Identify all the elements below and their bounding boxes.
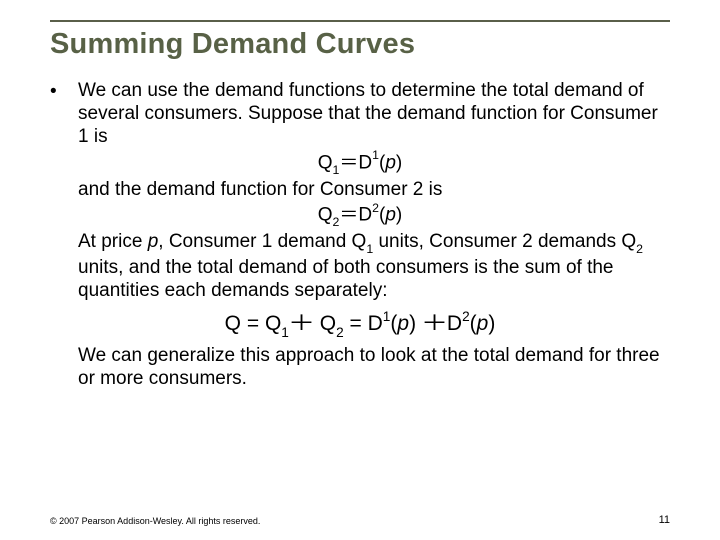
bullet-item: • We can use the demand functions to det…	[50, 79, 670, 149]
eq3-p1-close: )	[409, 312, 416, 335]
footer: © 2007 Pearson Addison-Wesley. All right…	[50, 514, 670, 526]
eq3-p1-var: p	[397, 312, 409, 335]
slide-body: • We can use the demand functions to det…	[50, 79, 670, 390]
eq2-rhs-sup: 2	[372, 201, 379, 215]
eq3-plus1: ＋	[288, 311, 315, 337]
eq3-Q: Q	[225, 312, 241, 335]
eq2-paren-close: )	[396, 204, 402, 225]
eq1-rhs-sup: 1	[372, 148, 379, 162]
equation-3: Q = Q1＋ Q2 = D1(p) ＋D2(p)	[50, 310, 670, 340]
paragraph-2: and the demand function for Consumer 2 i…	[78, 178, 670, 201]
p3-sub1: 1	[366, 242, 373, 256]
eq1-arg: p	[385, 152, 396, 173]
p3-d: units, and the total demand of both cons…	[78, 257, 613, 301]
eq1-paren-close: )	[396, 152, 402, 173]
eq3-p2-open: (	[470, 312, 477, 335]
eq2-arg: p	[385, 204, 396, 225]
eq3-p2-var: p	[477, 312, 489, 335]
bullet-mark: •	[50, 79, 78, 103]
slide-title: Summing Demand Curves	[50, 28, 670, 61]
p3-sub2: 2	[636, 242, 643, 256]
eq3-Q1-sym: Q	[265, 312, 281, 335]
eq3-D2-sup: 2	[462, 309, 470, 324]
eq3-Q2-sym: Q	[320, 312, 336, 335]
equation-2: Q2＝D2(p)	[50, 202, 670, 229]
eq3-p2-close: )	[488, 312, 495, 335]
copyright-text: © 2007 Pearson Addison-Wesley. All right…	[50, 516, 260, 526]
p3-pvar: p	[148, 231, 159, 252]
eq3-eq2: =	[350, 312, 362, 335]
eq2-rhs-sym: D	[358, 204, 372, 225]
paragraph-1: We can use the demand functions to deter…	[78, 79, 670, 149]
title-region: Summing Demand Curves	[50, 20, 670, 61]
p3-a: At price	[78, 231, 148, 252]
eq1-lhs-sym: Q	[318, 152, 333, 173]
paragraph-4: We can generalize this approach to look …	[78, 344, 670, 390]
eq2-lhs-sub: 2	[333, 215, 340, 229]
slide: Summing Demand Curves • We can use the d…	[0, 0, 720, 540]
eq3-Q2-sub: 2	[336, 325, 344, 340]
eq3-D1-sup: 1	[383, 309, 391, 324]
eq3-D2-sym: D	[447, 312, 462, 335]
eq2-equals: ＝	[339, 204, 358, 225]
p3-c: units, Consumer 2 demands Q	[373, 231, 636, 252]
paragraph-3: At price p, Consumer 1 demand Q1 units, …	[78, 230, 670, 302]
page-number: 11	[659, 514, 670, 526]
eq1-lhs-sub: 1	[333, 163, 340, 177]
p3-b: , Consumer 1 demand Q	[158, 231, 366, 252]
eq3-eq1: =	[247, 312, 259, 335]
eq3-plus2: ＋	[421, 311, 448, 337]
eq3-D1-sym: D	[368, 312, 383, 335]
eq1-rhs-sym: D	[358, 152, 372, 173]
eq2-lhs-sym: Q	[318, 204, 333, 225]
eq1-equals: ＝	[339, 152, 358, 173]
equation-1: Q1＝D1(p)	[50, 150, 670, 177]
